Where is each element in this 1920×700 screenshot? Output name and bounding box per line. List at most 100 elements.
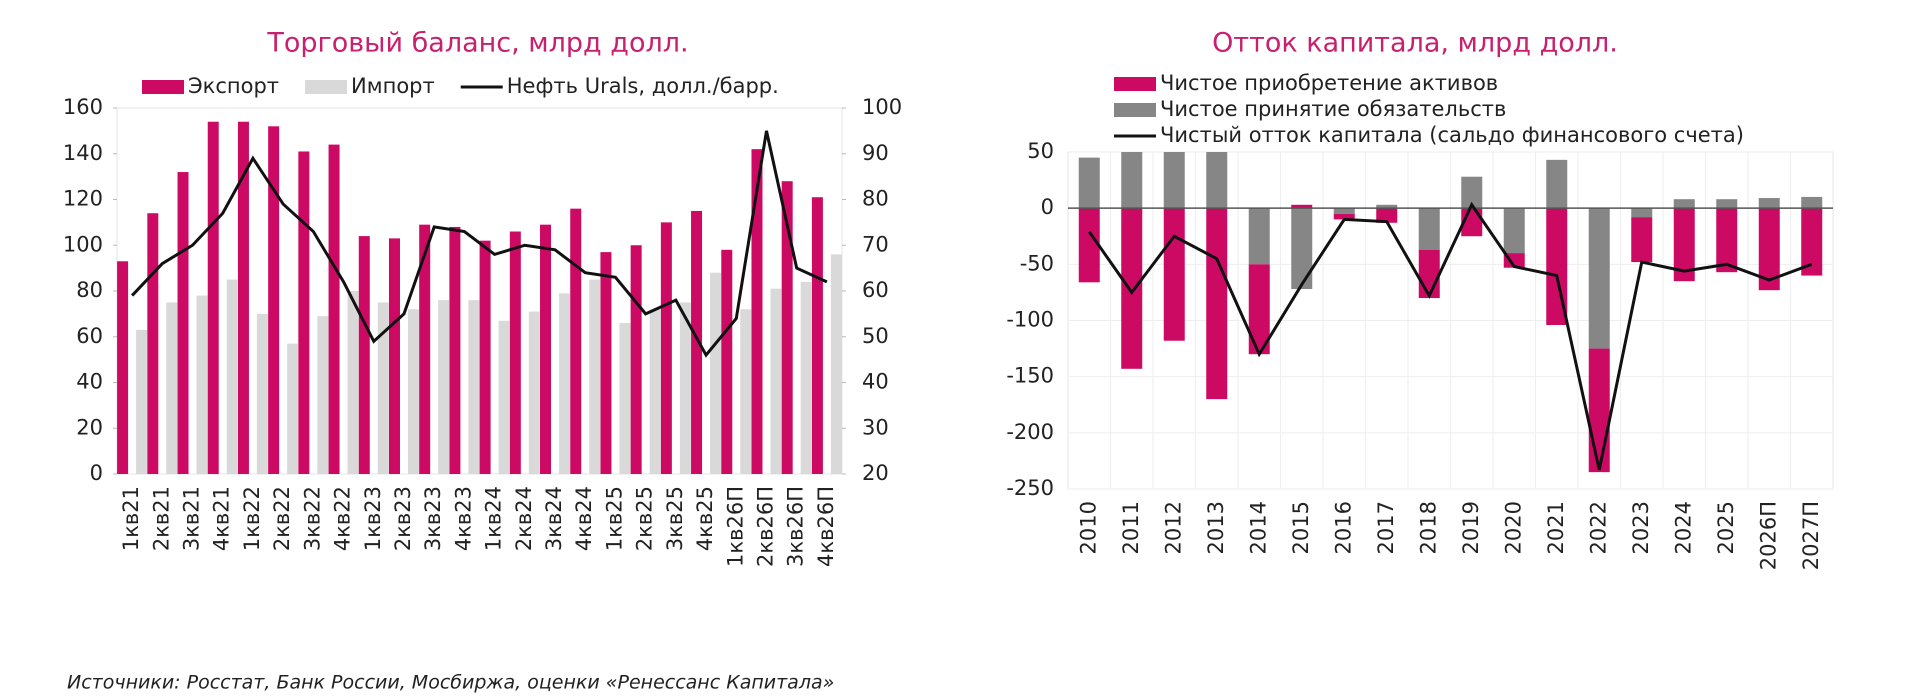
bar [830,254,842,474]
x-tick-label: 2022 [1586,501,1610,554]
x-tick-label: 4кв21 [210,486,234,551]
bar [438,300,450,474]
bar-segment [1206,208,1228,400]
bar [811,197,823,474]
x-tick-label: 2кв24 [512,486,536,551]
y2-tick-label: 40 [862,370,889,394]
bar-segment [1163,152,1185,209]
x-tick-label: 2021 [1544,501,1568,554]
x-tick-label: 3кв24 [542,486,566,551]
bar [589,279,601,474]
bar [679,302,691,474]
bar [570,208,582,474]
bar-segment [1376,208,1398,223]
plot-frame [116,107,843,475]
bar-segment [1248,264,1270,355]
bar [781,181,793,474]
x-tick-label: 2011 [1119,501,1143,554]
y-tick-label: -50 [1020,251,1054,275]
bar-segment [1461,176,1483,209]
y2-tick-label: 20 [862,461,889,485]
bar [509,231,521,474]
y-tick-label: 160 [63,95,103,119]
y2-tick-label: 60 [862,278,889,302]
x-tick-label: 2кв23 [391,486,415,551]
bar [298,151,310,474]
x-tick-label: 2кв21 [149,486,173,551]
x-tick-label: 3кв25 [663,486,687,551]
bar-segment [1716,199,1738,209]
legend-swatch [1114,103,1156,117]
bar [136,329,148,474]
bar [358,236,370,474]
bar [377,302,389,474]
bar [630,245,642,474]
legend-label: Импорт [351,74,435,98]
bar-segment [1248,208,1270,265]
bar [226,279,238,474]
legend-label: Экспорт [188,74,279,98]
y2-tick-label: 90 [862,141,889,165]
bar-segment [1333,213,1355,220]
y-tick-label: 0 [90,461,103,485]
x-tick-label: 2013 [1204,501,1228,554]
bar-segment [1588,348,1610,473]
x-tick-label: 4кв23 [451,486,475,551]
bar-segment [1078,157,1100,209]
x-tick-label: 2018 [1416,501,1440,554]
bar [317,316,329,474]
bar-segment [1418,249,1440,299]
bar-segment [1503,208,1525,254]
bar [559,293,571,474]
y-tick-label: 60 [76,324,103,348]
x-tick-label: 2014 [1246,501,1270,554]
bar [600,252,612,474]
bar [407,309,419,474]
y-tick-label: -150 [1006,364,1054,388]
y-tick-label: 40 [76,370,103,394]
x-tick-label: 2012 [1161,501,1185,554]
bar-segment [1163,208,1185,341]
x-tick-label: 2кв22 [270,486,294,551]
x-tick-label: 1кв24 [482,486,506,551]
x-tick-label: 1кв26П [723,486,747,567]
bar [540,224,552,474]
y-tick-label: -100 [1006,308,1054,332]
x-tick-label: 2кв26П [753,486,777,567]
bar [721,249,733,474]
bar [268,126,280,475]
bar [468,300,480,474]
x-tick-label: 1кв25 [602,486,626,551]
y-tick-label: 20 [76,415,103,439]
chart-title: Отток капитала, млрд долл. [1212,28,1618,59]
y-tick-label: 50 [1027,139,1054,163]
bar-segment [1673,208,1695,282]
x-tick-label: 2026П [1756,501,1780,570]
bar-segment [1291,208,1313,290]
y-tick-label: 80 [76,278,103,302]
x-tick-label: 2010 [1076,501,1100,554]
y-tick-label: 120 [63,187,103,211]
bar-segment [1121,152,1143,209]
legend-swatch [142,80,184,94]
bar [528,311,540,474]
bar [388,238,400,474]
x-tick-label: 3кв26П [784,486,808,567]
bar [177,172,189,475]
line-series [131,130,828,358]
y-tick-label: 0 [1041,195,1054,219]
y-tick-label: 140 [63,141,103,165]
y2-tick-label: 70 [862,232,889,256]
legend-swatch [1114,77,1156,91]
bar [117,261,129,474]
legend-label: Чистое приобретение активов [1160,71,1498,95]
x-tick-label: 4кв22 [331,486,355,551]
x-tick-label: 2016 [1331,501,1355,554]
bar-segment [1078,208,1100,283]
bar [347,291,359,474]
x-tick-label: 2017 [1374,501,1398,554]
y2-tick-label: 30 [862,415,889,439]
x-tick-label: 3кв23 [421,486,445,551]
x-tick-label: 3кв22 [300,486,324,551]
bar-segment [1801,196,1823,209]
